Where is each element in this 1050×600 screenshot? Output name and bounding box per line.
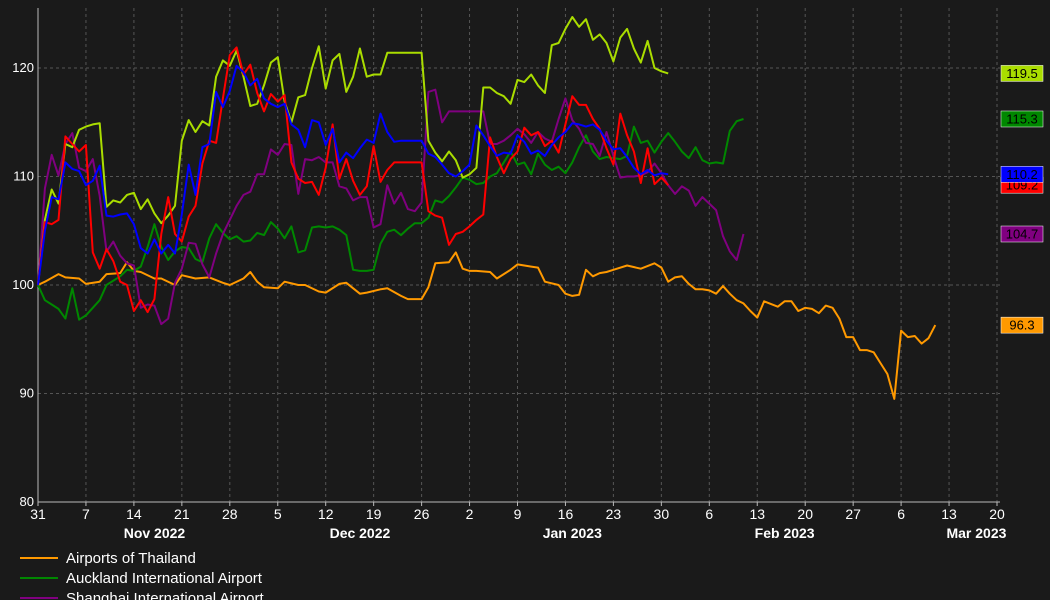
end-label: 96.3 xyxy=(1009,318,1034,333)
y-tick-label: 90 xyxy=(20,386,34,401)
x-tick-label: 30 xyxy=(654,506,670,522)
x-tick-label: 20 xyxy=(989,506,1005,522)
series-line-2 xyxy=(37,88,745,326)
x-tick-label: 14 xyxy=(126,506,142,522)
x-tick-label: 20 xyxy=(797,506,813,522)
series-lines xyxy=(37,16,937,400)
end-label-box xyxy=(1000,65,1044,82)
end-label-box xyxy=(1000,166,1044,183)
x-tick-label: 31 xyxy=(30,506,46,522)
x-tick-label: 23 xyxy=(606,506,622,522)
tick-labels: 80 90 100 110 120 31 7 14 21 28 5 12 19 26 2 9 16 23 30 6 13… xyxy=(12,60,1006,541)
series-line-3 xyxy=(37,16,669,286)
y-tick-label: 100 xyxy=(12,277,34,292)
legend-label: Airports of Thailand xyxy=(66,550,196,567)
x-tick-label: 13 xyxy=(941,506,957,522)
end-label: 104.7 xyxy=(1006,227,1039,242)
x-month-label: Nov 2022 xyxy=(124,525,186,541)
x-tick-label: 12 xyxy=(318,506,334,522)
x-tick-label: 2 xyxy=(466,506,474,522)
end-label: 115.3 xyxy=(1006,111,1038,126)
legend-label: Shanghai International Airport xyxy=(66,590,264,600)
x-tick-label: 16 xyxy=(558,506,574,522)
legend-label: Auckland International Airport xyxy=(66,570,263,587)
series-line-0 xyxy=(37,251,937,400)
grid-lines xyxy=(37,8,1000,503)
x-month-label: Jan 2023 xyxy=(543,525,602,541)
x-month-label: Dec 2022 xyxy=(330,525,391,541)
x-tick-label: 28 xyxy=(222,506,238,522)
x-tick-label: 6 xyxy=(897,506,905,522)
x-tick-label: 6 xyxy=(705,506,713,522)
end-label: 119.5 xyxy=(1006,66,1038,81)
series-line-5 xyxy=(37,64,669,286)
x-tick-label: 7 xyxy=(82,506,90,522)
legend: Airports of Thailand Auckland Internation… xyxy=(20,550,264,600)
x-tick-label: 21 xyxy=(174,506,190,522)
end-label-box xyxy=(1000,110,1044,128)
end-label: 110.2 xyxy=(1006,167,1038,182)
end-label-box xyxy=(1000,316,1044,334)
x-tick-label: 13 xyxy=(749,506,765,522)
x-tick-label: 26 xyxy=(414,506,430,522)
x-tick-label: 5 xyxy=(274,506,282,522)
series-line-1 xyxy=(37,118,744,321)
x-tick-label: 9 xyxy=(514,506,522,522)
end-label-box xyxy=(1000,225,1044,243)
y-tick-label: 110 xyxy=(13,169,34,184)
x-month-label: Feb 2023 xyxy=(755,525,815,541)
y-tick-label: 120 xyxy=(12,60,34,75)
axes xyxy=(37,8,1000,506)
x-tick-label: 19 xyxy=(366,506,382,522)
y-tick-label: 80 xyxy=(20,494,34,509)
x-tick-label: 27 xyxy=(845,506,861,522)
x-month-label: Mar 2023 xyxy=(946,525,1006,541)
